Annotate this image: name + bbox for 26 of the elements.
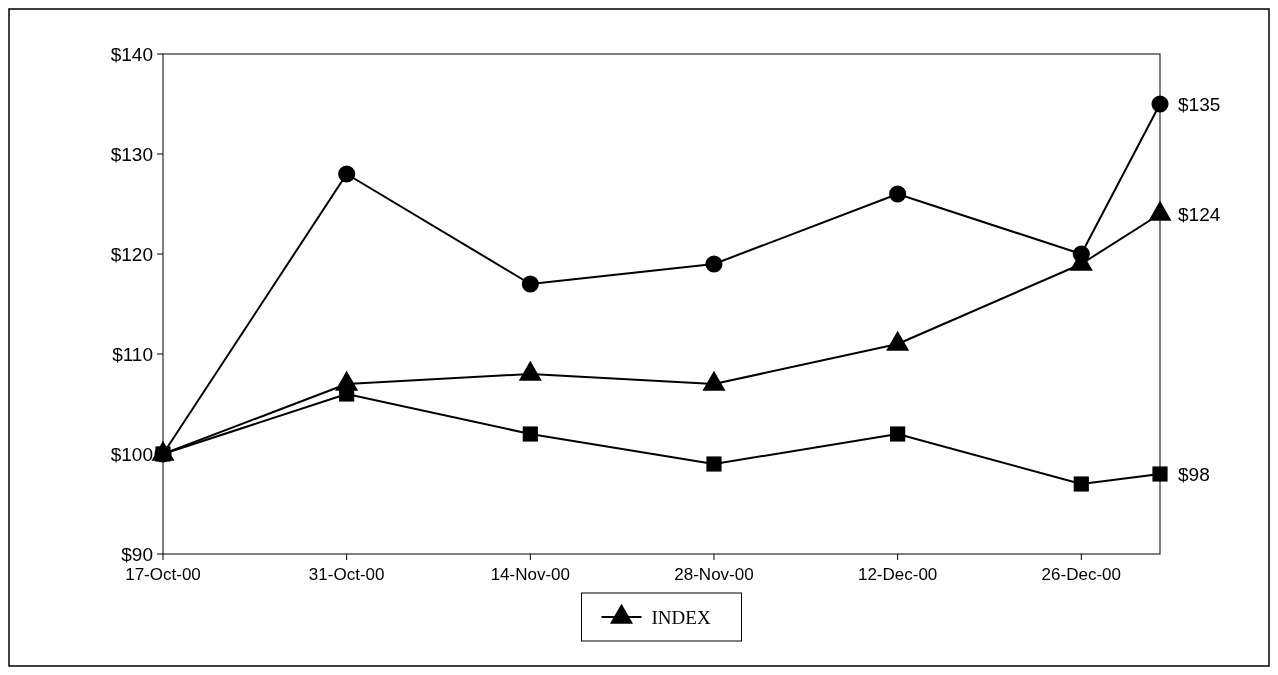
x-tick-label: 14-Nov-00 <box>490 565 570 584</box>
data-label: $98 <box>1178 463 1210 485</box>
legend-label: INDEX <box>651 606 711 628</box>
y-tick-label: $100 <box>110 443 153 465</box>
data-label: $135 <box>1178 93 1221 115</box>
point <box>706 456 722 472</box>
point <box>1151 95 1169 113</box>
y-tick-label: $130 <box>110 143 153 165</box>
point <box>522 426 538 442</box>
point <box>1152 466 1168 482</box>
data-label: $124 <box>1178 203 1221 225</box>
x-tick-label: 26-Dec-00 <box>1041 565 1121 584</box>
y-tick-label: $120 <box>110 243 153 265</box>
x-tick-label: 28-Nov-00 <box>674 565 754 584</box>
y-tick-label: $90 <box>121 543 153 565</box>
point <box>338 165 356 183</box>
x-tick-label: 12-Dec-00 <box>857 565 938 584</box>
point <box>889 185 907 203</box>
y-tick-label: $110 <box>112 343 153 365</box>
x-tick-label: 17-Oct-00 <box>125 565 201 584</box>
x-tick-label: 31-Oct-00 <box>308 565 385 584</box>
y-tick-label: $140 <box>110 43 153 65</box>
point <box>521 275 539 293</box>
point <box>890 426 906 442</box>
point <box>1073 476 1089 492</box>
point <box>705 255 723 273</box>
